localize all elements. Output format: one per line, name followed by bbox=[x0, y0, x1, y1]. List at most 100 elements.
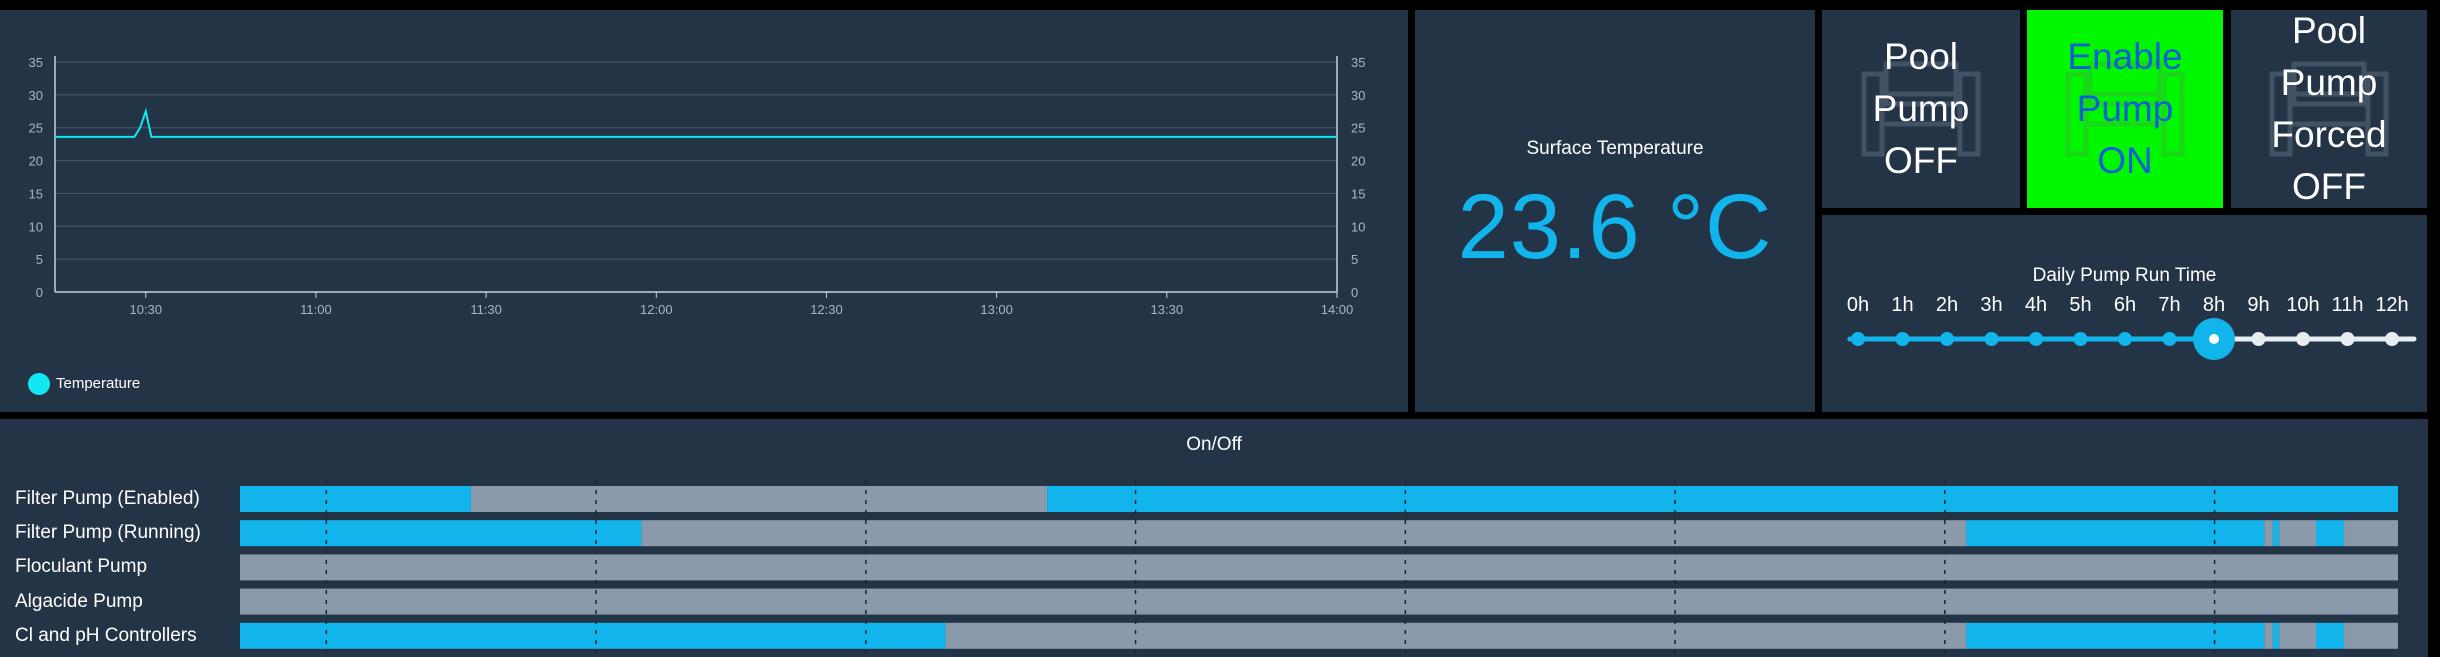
x-tick-label: 14:00 bbox=[1321, 302, 1354, 317]
y-tick-label-left: 0 bbox=[36, 285, 43, 300]
enable-pump-button[interactable]: Enable Pump ON bbox=[2027, 10, 2223, 208]
hour-label: 11h bbox=[2331, 294, 2364, 316]
slider-step[interactable] bbox=[1895, 332, 1910, 346]
pump-forced-button[interactable]: Pool Pump Forced OFF bbox=[2231, 10, 2427, 208]
slider-step[interactable] bbox=[2162, 332, 2177, 346]
onoff-panel: On/Off Filter Pump (Enabled) Filter Pump … bbox=[0, 419, 2428, 657]
slider-handle-dot bbox=[2209, 334, 2219, 344]
y-tick-label-left: 15 bbox=[29, 186, 43, 201]
onoff-segment bbox=[2272, 622, 2280, 649]
hour-label: 10h bbox=[2286, 294, 2320, 316]
y-tick-label-left: 35 bbox=[29, 55, 43, 70]
onoff-segment bbox=[2315, 622, 2345, 649]
surface-temperature-title: Surface Temperature bbox=[1526, 138, 1704, 159]
onoff-segment bbox=[2279, 622, 2316, 649]
onoff-row-label: Floculant Pump bbox=[15, 556, 148, 578]
slider-step[interactable] bbox=[2296, 332, 2310, 346]
x-tick-label: 13:30 bbox=[1151, 302, 1184, 317]
daily-run-time-title: Daily Pump Run Time bbox=[2032, 265, 2217, 286]
onoff-title: On/Off bbox=[1186, 434, 1242, 455]
slider-step[interactable] bbox=[1851, 332, 1865, 346]
onoff-row-label: Filter Pump (Enabled) bbox=[15, 488, 200, 509]
slider-step[interactable] bbox=[2029, 332, 2043, 346]
slider-step[interactable] bbox=[2385, 332, 2399, 346]
onoff-segment bbox=[240, 554, 2398, 581]
hour-label: 6h bbox=[2113, 294, 2137, 316]
y-tick-label-right: 5 bbox=[1351, 252, 1358, 267]
x-tick-label: 13:00 bbox=[980, 302, 1013, 317]
y-tick-label-left: 5 bbox=[36, 252, 43, 267]
onoff-segment bbox=[470, 486, 1048, 512]
surface-temperature-panel: Surface Temperature 23.6 °C bbox=[1415, 10, 1815, 412]
tile-line: Pump bbox=[2280, 62, 2378, 103]
onoff-segment bbox=[1047, 486, 2398, 512]
x-tick-label: 10:30 bbox=[129, 302, 162, 317]
temperature-chart: 0 0 5 5 10 10 15 15 20 20 25 25 30 30 35 35 10:30 11:00 11… bbox=[29, 55, 1366, 317]
hour-label: 1h bbox=[1891, 294, 1914, 316]
tile-line: ON bbox=[2097, 140, 2153, 181]
slider-step[interactable] bbox=[1984, 332, 1999, 346]
onoff-timeline bbox=[240, 480, 2398, 657]
onoff-segment bbox=[240, 486, 471, 512]
y-tick-label-right: 25 bbox=[1351, 121, 1365, 136]
onoff-segment bbox=[945, 622, 1967, 649]
legend-label[interactable]: Temperature bbox=[56, 375, 141, 392]
y-tick-label-left: 20 bbox=[29, 154, 43, 169]
tile-line: Pool bbox=[1883, 36, 1959, 77]
y-tick-label-right: 30 bbox=[1351, 88, 1365, 103]
onoff-row-label: Filter Pump (Running) bbox=[15, 522, 201, 544]
hour-label: 2h bbox=[1935, 294, 1959, 316]
onoff-segment bbox=[2344, 520, 2398, 547]
hour-label: 8h bbox=[2202, 294, 2226, 316]
tile-line: Pool bbox=[2291, 10, 2367, 51]
temperature-chart-panel: 0 0 5 5 10 10 15 15 20 20 25 25 30 30 35 35 10:30 11:00 11… bbox=[0, 10, 1408, 412]
onoff-segment bbox=[2264, 622, 2273, 649]
enable-pump-label: Enable Pump ON bbox=[2027, 31, 2223, 187]
onoff-segment bbox=[1966, 520, 2265, 547]
onoff-segment bbox=[641, 520, 1967, 547]
tile-line: Pump bbox=[1872, 88, 1970, 129]
slider-step[interactable] bbox=[2251, 332, 2266, 346]
run-time-slider[interactable] bbox=[1822, 215, 2427, 412]
slider-step[interactable] bbox=[2340, 332, 2355, 346]
onoff-segment bbox=[240, 520, 642, 547]
onoff-segment bbox=[2272, 520, 2280, 547]
onoff-segment bbox=[1966, 622, 2265, 649]
hour-label: 7h bbox=[2158, 294, 2181, 316]
pump-icon bbox=[2065, 61, 2185, 157]
hour-label: 4h bbox=[2024, 294, 2048, 316]
y-tick-label-right: 15 bbox=[1351, 186, 1365, 201]
y-tick-label-right: 35 bbox=[1351, 55, 1365, 70]
y-tick-label-right: 0 bbox=[1351, 285, 1358, 300]
onoff-segment bbox=[2264, 520, 2273, 547]
temperature-series-line bbox=[55, 107, 1337, 138]
tile-line: Forced bbox=[2271, 114, 2387, 155]
onoff-row-label: Cl and pH Controllers bbox=[15, 624, 197, 646]
surface-temperature-value: 23.6 °C bbox=[1457, 176, 1773, 278]
x-tick-label: 11:00 bbox=[300, 302, 332, 317]
x-tick-label: 12:00 bbox=[640, 302, 673, 317]
slider-step[interactable] bbox=[1940, 332, 1954, 346]
legend-marker[interactable] bbox=[28, 373, 50, 395]
hour-label: 3h bbox=[1980, 294, 2003, 316]
pool-pump-label: Pool Pump OFF bbox=[1822, 31, 2020, 187]
onoff-segment bbox=[240, 588, 2398, 615]
tile-line: Enable bbox=[2067, 36, 2183, 77]
tile-line: OFF bbox=[1884, 140, 1958, 181]
hour-label: 12h bbox=[2375, 294, 2409, 316]
y-tick-label-right: 20 bbox=[1351, 154, 1365, 169]
y-tick-label-left: 25 bbox=[29, 121, 43, 136]
tile-line: OFF bbox=[2292, 166, 2366, 207]
slider-step[interactable] bbox=[2118, 332, 2132, 346]
x-tick-label: 11:30 bbox=[470, 302, 502, 317]
x-tick-label: 12:30 bbox=[810, 302, 843, 317]
pool-pump-button[interactable]: Pool Pump OFF bbox=[1822, 10, 2020, 208]
pump-icon bbox=[1861, 61, 1981, 157]
y-tick-label-left: 30 bbox=[29, 88, 43, 103]
hour-label: 9h bbox=[2247, 294, 2270, 316]
pump-icon bbox=[2269, 61, 2389, 157]
slider-step[interactable] bbox=[2073, 332, 2088, 346]
onoff-row-label: Algacide Pump bbox=[15, 590, 143, 612]
onoff-segment bbox=[2315, 520, 2345, 547]
y-tick-label-right: 10 bbox=[1351, 219, 1365, 234]
